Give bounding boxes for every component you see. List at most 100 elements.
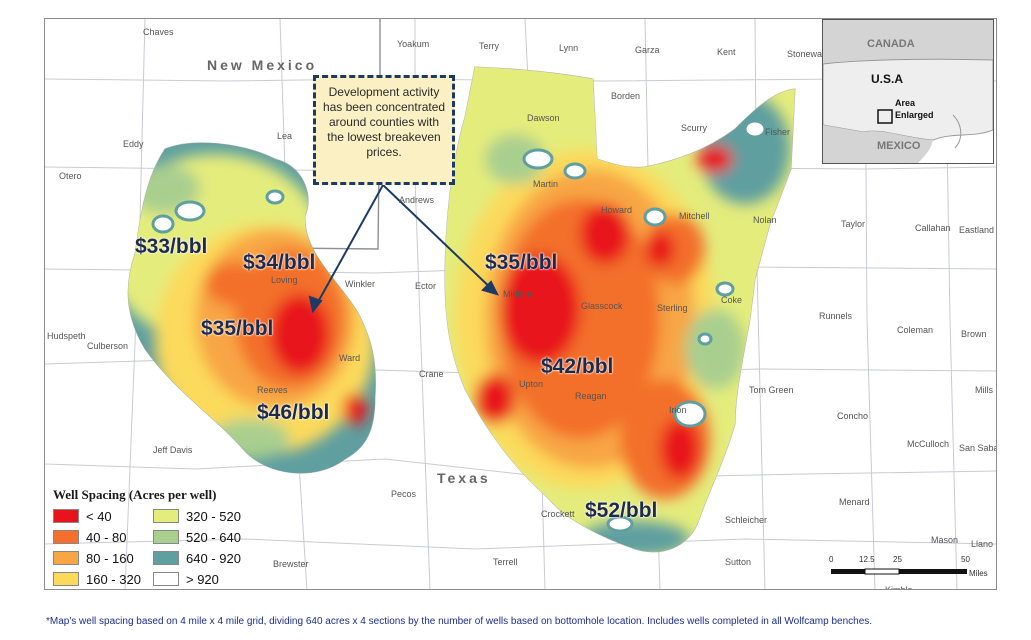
county-label: Tom Green xyxy=(749,385,794,395)
scale-tick-50: 50 xyxy=(961,555,970,564)
legend-item: 80 - 160 xyxy=(53,549,134,567)
county-label: Upton xyxy=(519,379,544,389)
breakeven-price-label: $33/bbl xyxy=(135,235,208,258)
county-label: Lynn xyxy=(559,43,579,53)
inset-map xyxy=(823,20,993,163)
legend-swatch xyxy=(53,572,79,586)
county-label: Coke xyxy=(721,295,743,305)
county-label: Hudspeth xyxy=(47,331,86,341)
legend-swatch xyxy=(153,572,179,586)
county-label: Mills xyxy=(975,385,993,395)
county-label: Irion xyxy=(669,405,687,415)
county-label: Borden xyxy=(611,91,641,101)
legend-label: 40 - 80 xyxy=(86,529,127,545)
legend-label: 320 - 520 xyxy=(186,508,241,524)
county-label: Ector xyxy=(415,281,437,291)
county-label: Andrews xyxy=(399,195,435,205)
delaware-basin-heatmap xyxy=(128,142,376,474)
county-label: Loving xyxy=(271,275,298,285)
county-label: Otero xyxy=(59,171,82,181)
inset-enlarged: Enlarged xyxy=(895,110,934,120)
legend-label: < 40 xyxy=(86,508,112,524)
legend-item: 320 - 520 xyxy=(153,507,241,525)
county-label: Jeff Davis xyxy=(153,445,193,455)
map-frame: Chaves Yoakum Terry Lynn Garza Kent Stonewall B… xyxy=(44,18,997,590)
county-label: Terry xyxy=(479,41,499,51)
county-label: Ward xyxy=(339,353,361,363)
county-label: Fisher xyxy=(765,127,791,137)
county-label: Mason xyxy=(931,535,959,545)
county-label: Schleicher xyxy=(725,515,768,525)
state-label-new-mexico: New Mexico xyxy=(207,57,318,73)
legend-item: 520 - 640 xyxy=(153,528,241,546)
county-label: Sterling xyxy=(657,303,688,313)
breakeven-price-label: $34/bbl xyxy=(243,251,316,274)
county-label: Winkler xyxy=(345,279,376,289)
midland-basin-heatmap xyxy=(445,67,795,552)
legend-swatch xyxy=(53,509,79,523)
county-label: Brewster xyxy=(273,559,309,569)
county-label: Nolan xyxy=(753,215,777,225)
breakeven-price-label: $46/bbl xyxy=(257,401,330,424)
scale-tick-25: 25 xyxy=(893,555,902,564)
county-label: Reeves xyxy=(257,385,288,395)
county-label: Llano xyxy=(971,539,994,549)
legend-swatch xyxy=(153,509,179,523)
county-label: Mitchell xyxy=(679,211,710,221)
map-canvas xyxy=(45,19,996,589)
legend: Well Spacing (Acres per well) < 40 40 - 8… xyxy=(47,485,265,589)
scale-unit: Miles xyxy=(969,569,988,578)
county-label: Reagan xyxy=(575,391,607,401)
inset-area: Area xyxy=(895,98,916,108)
county-label: Kimble xyxy=(885,585,913,590)
county-label: Callahan xyxy=(915,223,951,233)
legend-swatch xyxy=(53,530,79,544)
legend-item: 640 - 920 xyxy=(153,549,241,567)
county-label: Dawson xyxy=(527,113,560,123)
county-label: Howard xyxy=(601,205,633,215)
legend-label: 80 - 160 xyxy=(86,550,134,566)
legend-swatch xyxy=(153,530,179,544)
legend-label: 160 - 320 xyxy=(86,571,141,587)
county-label: Martin xyxy=(533,179,559,189)
county-label: Coleman xyxy=(897,325,934,335)
county-label: Yoakum xyxy=(397,39,430,49)
county-label: Eastland xyxy=(959,225,995,235)
locator-inset: CANADA U.S.A Area Enlarged MEXICO xyxy=(822,19,994,164)
callout-box: Development activity has been concentrat… xyxy=(313,75,455,185)
scale-tick-0: 0 xyxy=(829,555,834,564)
county-label: Kent xyxy=(717,47,736,57)
county-label: Midland xyxy=(503,289,535,299)
breakeven-price-label: $42/bbl xyxy=(541,355,614,378)
county-label: McCulloch xyxy=(907,439,950,449)
callout-arrows xyxy=(308,184,499,314)
breakeven-price-label: $35/bbl xyxy=(201,317,274,340)
county-label: Chaves xyxy=(143,27,174,37)
breakeven-price-label: $52/bbl xyxy=(585,499,658,522)
county-label: Sutton xyxy=(725,557,752,567)
legend-item: 160 - 320 xyxy=(53,570,141,588)
legend-item: > 920 xyxy=(153,570,219,588)
footnote: *Map's well spacing based on 4 mile x 4 … xyxy=(46,616,873,627)
county-label: Menard xyxy=(839,497,870,507)
county-label: Scurry xyxy=(681,123,708,133)
inset-mexico: MEXICO xyxy=(877,140,921,152)
scale-bar: 0 12.5 25 50 Miles xyxy=(829,555,996,589)
scale-bar-graphic xyxy=(831,568,967,575)
scale-tick-12: 12.5 xyxy=(859,555,875,564)
legend-swatch xyxy=(53,551,79,565)
inset-usa: U.S.A xyxy=(871,72,904,86)
county-label: Terrell xyxy=(493,557,518,567)
county-label: Crockett xyxy=(541,509,575,519)
county-label: Pecos xyxy=(391,489,417,499)
county-label: Culberson xyxy=(87,341,129,351)
breakeven-price-label: $35/bbl xyxy=(485,251,558,274)
county-label: Crane xyxy=(419,369,444,379)
county-label: Glasscock xyxy=(581,301,623,311)
legend-item: 40 - 80 xyxy=(53,528,126,546)
legend-label: 520 - 640 xyxy=(186,529,241,545)
county-label: Stonewall xyxy=(787,49,827,59)
legend-title: Well Spacing (Acres per well) xyxy=(53,487,217,502)
county-label: Garza xyxy=(635,45,660,55)
county-label: Runnels xyxy=(819,311,853,321)
